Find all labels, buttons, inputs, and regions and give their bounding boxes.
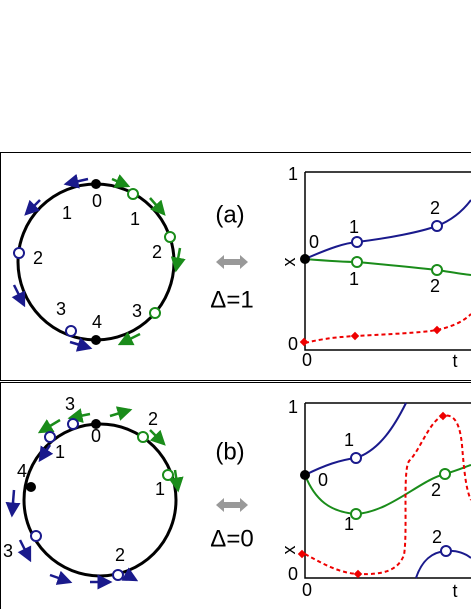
circle-label: 0: [91, 426, 101, 446]
x-right-label: t: [452, 581, 457, 601]
y-bottom-label: 0: [288, 334, 298, 354]
point-label: 1: [349, 217, 359, 237]
x-right-label: t: [452, 351, 457, 371]
panel-label: (a): [215, 201, 244, 228]
circle-label: 1: [130, 209, 140, 229]
circle-label: 3: [3, 541, 13, 561]
y-top-label: 1: [288, 164, 298, 184]
x-left-label: 0: [302, 350, 312, 370]
panel-frame: [0, 382, 471, 609]
y-top-label: 1: [288, 397, 298, 417]
y-bottom-label: 0: [288, 564, 298, 584]
point-label: 1: [344, 430, 354, 450]
ring-b: [5, 406, 184, 590]
circle-label: 4: [17, 461, 27, 481]
double-arrow: [216, 498, 248, 512]
plot-b: [297, 402, 471, 579]
point-label: 0: [318, 470, 328, 490]
panel-frame: [0, 152, 471, 381]
circle-label: 2: [33, 248, 43, 268]
circle-label: 4: [92, 312, 102, 332]
delta-label: Δ=0: [210, 525, 253, 552]
x-left-label: 0: [302, 580, 312, 600]
circle-label: 2: [115, 545, 125, 565]
point-label: 2: [432, 527, 442, 547]
circle-label: 1: [55, 442, 65, 462]
delta-label: Δ=1: [210, 286, 253, 313]
point-label: 2: [430, 198, 440, 218]
circle-label: 3: [56, 299, 66, 319]
circle-label: 3: [65, 394, 75, 414]
panel-label: (b): [215, 438, 244, 465]
circle-label: 3: [132, 301, 142, 321]
y-axis-label: x: [279, 258, 299, 267]
double-arrow: [216, 255, 248, 269]
circle-label: 1: [155, 479, 165, 499]
circle-label: 2: [152, 242, 162, 262]
circle-label: 0: [92, 191, 102, 211]
y-axis-label: x: [279, 546, 299, 555]
point-label: 2: [430, 276, 440, 296]
point-label: 2: [431, 480, 441, 500]
point-label: 0: [309, 232, 319, 252]
circle-label: 1: [62, 203, 72, 223]
ring-a: [11, 173, 186, 352]
point-label: 1: [349, 269, 359, 289]
circle-label: 2: [148, 409, 158, 429]
point-label: 1: [344, 514, 354, 534]
plot-a: [299, 171, 471, 351]
